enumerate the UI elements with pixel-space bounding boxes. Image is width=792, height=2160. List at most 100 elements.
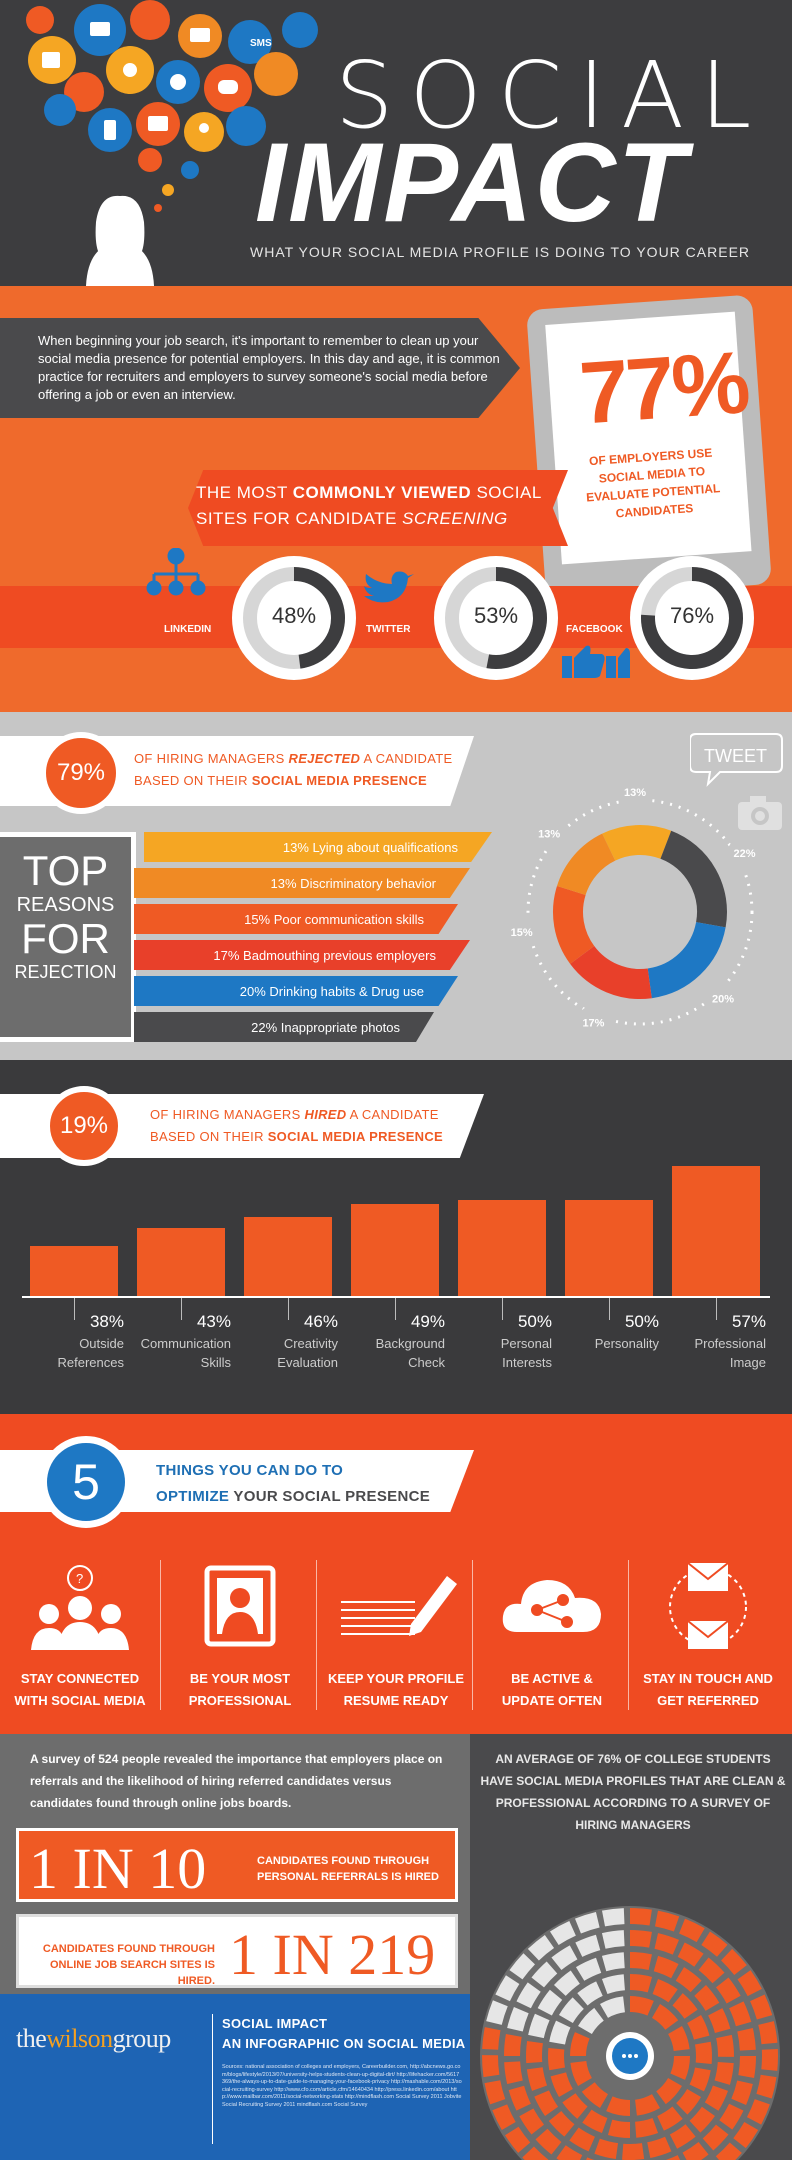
- optimize-heading: THINGS YOU CAN DO TO OPTIMIZE YOUR SOCIA…: [156, 1458, 466, 1510]
- reason-item: 20% Drinking habits & Drug use: [134, 976, 458, 1006]
- radial-block: [527, 1934, 555, 1961]
- bar-category-label: Outside References: [57, 1336, 124, 1370]
- referrals-panel: A survey of 524 people revealed the impo…: [0, 1734, 470, 1994]
- tip-1-line2: WITH SOCIAL MEDIA: [14, 1693, 146, 1708]
- referrals-section: A survey of 524 people revealed the impo…: [0, 1734, 792, 2160]
- optimize-number: 5: [40, 1436, 132, 1528]
- bar-tick: [502, 1298, 503, 1320]
- chat-dot: [628, 2054, 632, 2058]
- linkedin-ring-arc: [243, 567, 345, 669]
- bar: [351, 1204, 439, 1296]
- radial-block: [508, 2085, 531, 2111]
- bar: [244, 1216, 332, 1296]
- radial-block: [689, 2067, 711, 2092]
- facebook-ring: 76%: [630, 556, 754, 680]
- ring-progress: [293, 567, 345, 669]
- donut-label-bg: [706, 981, 741, 1016]
- radial-block: [601, 1974, 626, 1995]
- tweet-bubble-icon: TWEET: [690, 733, 783, 787]
- linkedin-network-icon: [146, 548, 206, 596]
- radial-block: [694, 2041, 712, 2065]
- survey-text: A survey of 524 people revealed the impo…: [30, 1752, 443, 1810]
- radial-block: [601, 1930, 625, 1949]
- radial-block: [569, 2127, 596, 2152]
- twitter-ring-arc: [445, 567, 547, 669]
- radial-block: [669, 2124, 696, 2149]
- radial-block: [548, 2047, 566, 2071]
- video-icon: [130, 0, 170, 40]
- stat-1-in-10-box: 1 IN 10 CANDIDATES FOUND THROUGH PERSONA…: [16, 1828, 458, 1902]
- radial-block: [581, 2081, 609, 2108]
- svg-text:TWEET: TWEET: [704, 746, 767, 766]
- tip-stay-connected: ? STAY CONNECTED WITH SOCIAL MEDIA: [2, 1562, 158, 1722]
- radial-block: [761, 2048, 778, 2071]
- radial-block: [651, 2004, 679, 2031]
- hired-line2-pre: BASED ON THEIR: [150, 1129, 268, 1144]
- thumbs-up-icon: [562, 645, 630, 678]
- radial-block: [548, 2110, 575, 2137]
- bar: [30, 1245, 118, 1296]
- radial-block: [551, 1945, 578, 1971]
- radial-block: [570, 2060, 593, 2086]
- radial-block: [657, 2106, 683, 2131]
- radial-block: [577, 1981, 603, 2006]
- tip-2-line2: PROFESSIONAL: [188, 1693, 292, 1708]
- bar-tick: [288, 1298, 289, 1320]
- bar-category-label: Background Check: [375, 1336, 445, 1370]
- hired-value: 19%: [44, 1086, 124, 1166]
- radial-block: [607, 2119, 631, 2138]
- radial-block: [653, 1955, 679, 1979]
- hired-pre: OF HIRING MANAGERS: [150, 1107, 305, 1122]
- radial-block: [675, 1967, 702, 1993]
- footer-divider: [212, 2014, 213, 2144]
- bar-category-label: Creativity Evaluation: [277, 1336, 338, 1370]
- stat-1-in-219-text: CANDIDATES FOUND THROUGH ONLINE JOB SEAR…: [42, 1943, 215, 1987]
- radial-block: [701, 1931, 728, 1957]
- radial-block: [495, 1975, 520, 2002]
- radial-block: [677, 1942, 704, 1967]
- optimize-line2-rest: YOUR SOCIAL PRESENCE: [229, 1488, 431, 1505]
- radial-block: [678, 1918, 705, 1943]
- donut-label: 13%: [538, 829, 560, 841]
- stat-1-in-219-box: CANDIDATES FOUND THROUGH ONLINE JOB SEAR…: [16, 1914, 458, 1988]
- tablet-screen: 77% OF EMPLOYERS USE SOCIAL MEDIA TO EVA…: [545, 311, 752, 565]
- radial-block: [528, 2013, 550, 2039]
- radial-block: [526, 2040, 543, 2064]
- bar-value-label: 50%: [517, 1312, 552, 1331]
- bar-category-label: Communication Skills: [140, 1336, 231, 1370]
- tip-4-line2: UPDATE OFTEN: [501, 1693, 603, 1708]
- people-group-icon: ?: [31, 1565, 129, 1650]
- donut-slice: [602, 825, 672, 861]
- reason-item: 13% Discriminatory behavior: [134, 868, 470, 898]
- footer-title: SOCIAL IMPACT: [222, 2016, 328, 2031]
- radial-block: [629, 1974, 653, 1993]
- donut-label: 20%: [712, 994, 734, 1006]
- radial-block: [698, 1957, 725, 1984]
- radial-block: [509, 1953, 536, 1980]
- radial-block: [629, 1930, 652, 1948]
- intro-text: When beginning your job search, it's imp…: [38, 333, 500, 402]
- rejected-text: OF HIRING MANAGERS REJECTED A CANDIDATE …: [134, 748, 464, 792]
- radial-block: [716, 2034, 734, 2057]
- radial-block: [629, 1952, 652, 1971]
- donut-label-bg: [618, 782, 653, 810]
- radial-block: [750, 1994, 773, 2020]
- bar-category-label: Personal Interests: [500, 1336, 552, 1370]
- woman-silhouette-icon: [86, 195, 154, 286]
- donut-slice: [659, 830, 727, 928]
- rejected-value: 79%: [40, 732, 122, 814]
- radial-block: [654, 1933, 680, 1955]
- tip-divider: [316, 1560, 317, 1710]
- optimize-line1: THINGS YOU CAN DO TO: [156, 1462, 344, 1479]
- ring-progress: [641, 567, 743, 669]
- bar-value-label: 43%: [196, 1312, 231, 1331]
- radial-block: [505, 2126, 531, 2153]
- facebook-ring-arc: [641, 567, 743, 669]
- college-panel: AN AVERAGE OF 76% OF COLLEGE STUDENTS HA…: [470, 1734, 792, 2160]
- viewed-heading: THE MOST COMMONLY VIEWED SOCIAL SITES FO…: [196, 480, 556, 532]
- top-reasons-box: TOP REASONS FOR REJECTION: [0, 832, 136, 1042]
- radial-block: [655, 2077, 682, 2105]
- donut-dotted-ring: [526, 798, 754, 1026]
- radial-block: [558, 1997, 584, 2024]
